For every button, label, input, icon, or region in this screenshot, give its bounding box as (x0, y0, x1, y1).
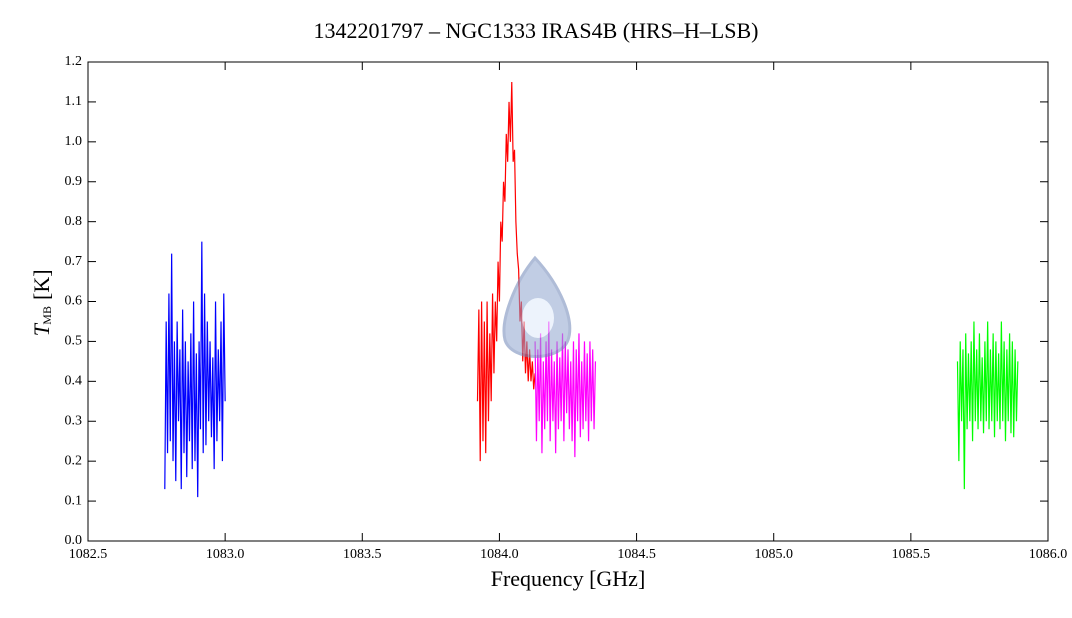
y-tick-label: 0.7 (65, 254, 83, 269)
y-tick-label: 0.5 (65, 334, 83, 349)
y-tick-label: 0.9 (65, 174, 83, 189)
y-tick-label: 0.8 (65, 214, 83, 229)
x-tick-label: 1082.5 (69, 547, 108, 562)
x-axis-label: Frequency [GHz] (491, 566, 646, 591)
plot-area (164, 81, 1019, 498)
y-tick-label: 0.6 (65, 294, 83, 309)
x-tick-label: 1083.5 (343, 547, 382, 562)
y-label-unit: [K] (29, 269, 54, 300)
spectrum-line (476, 81, 536, 462)
x-tick-label: 1085.5 (892, 547, 931, 562)
logo-watermark (502, 255, 572, 358)
y-tick-label: 0.2 (65, 453, 83, 468)
y-tick-label: 1.0 (65, 134, 83, 149)
chart-title: 1342201797 – NGC1333 IRAS4B (HRS–H–LSB) (314, 18, 759, 43)
spectrum-line (956, 321, 1019, 490)
y-tick-label: 0.1 (65, 493, 83, 508)
y-tick-label: 1.1 (65, 94, 83, 109)
x-tick-label: 1084.5 (617, 547, 656, 562)
y-label-symbol: T (29, 322, 54, 336)
spectrum-line (164, 241, 226, 498)
plot-frame (87, 61, 1049, 542)
y-label-subscript: MB (40, 306, 54, 325)
x-tick-label: 1083.0 (206, 547, 245, 562)
y-tick-label: 1.2 (65, 54, 83, 69)
y-axis-label: T MB [K] (29, 269, 54, 336)
y-tick-label: 0.3 (65, 413, 83, 428)
x-tick-label: 1084.0 (480, 547, 519, 562)
y-tick-label: 0.4 (65, 374, 83, 389)
y-tick-label: 0.0 (65, 533, 83, 548)
x-tick-label: 1086.0 (1029, 547, 1068, 562)
x-tick-label: 1085.0 (754, 547, 793, 562)
